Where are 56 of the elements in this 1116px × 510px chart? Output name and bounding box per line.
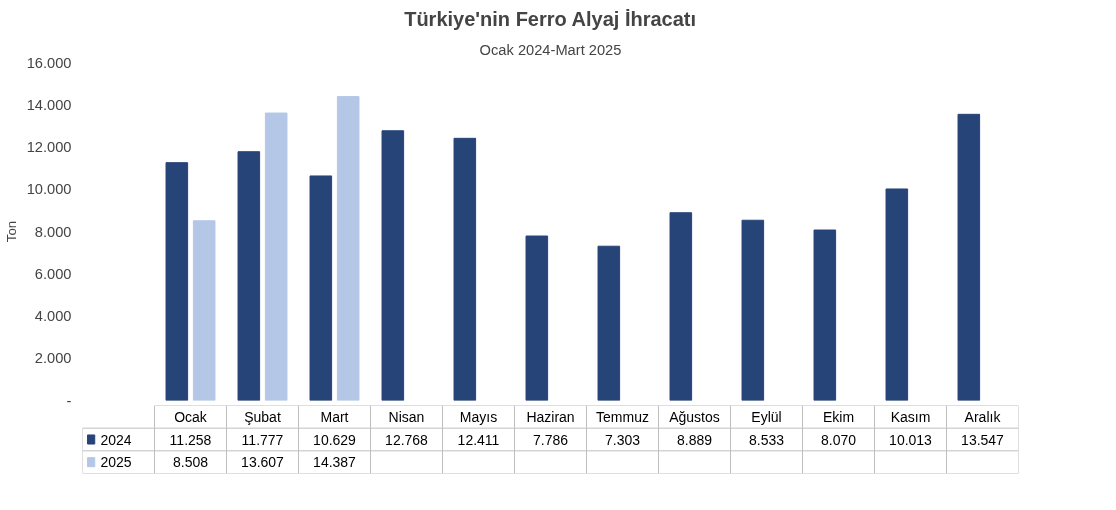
data-label: 8.508 bbox=[172, 454, 209, 471]
bar bbox=[957, 113, 981, 401]
bar bbox=[264, 112, 288, 401]
x-tick-label: Kasım bbox=[890, 408, 931, 425]
legend-label: 2025 bbox=[100, 454, 132, 471]
y-tick-label: 10.000 bbox=[26, 181, 72, 198]
x-tick-label: Şubat bbox=[244, 408, 281, 425]
bar bbox=[336, 96, 360, 401]
bar bbox=[813, 229, 837, 401]
data-label: 8.889 bbox=[676, 431, 713, 448]
legend-label: 2024 bbox=[100, 431, 132, 448]
data-label: 10.629 bbox=[313, 431, 357, 448]
y-tick-label: 8.000 bbox=[34, 223, 72, 240]
y-tick-label: 12.000 bbox=[26, 139, 72, 155]
data-label: 7.786 bbox=[532, 431, 569, 448]
bar bbox=[165, 162, 189, 401]
bar bbox=[453, 137, 477, 401]
x-tick-label: Eylül bbox=[751, 408, 782, 425]
x-tick-label: Mart bbox=[320, 408, 349, 425]
data-label: 8.533 bbox=[748, 431, 785, 448]
bar bbox=[381, 130, 405, 401]
data-label: 11.777 bbox=[241, 431, 284, 448]
data-label: 13.607 bbox=[241, 454, 285, 471]
chart-title: Türkiye'nin Ferro Alyaj İhracatı bbox=[404, 7, 697, 30]
bar bbox=[597, 245, 621, 401]
data-label: 10.013 bbox=[889, 431, 933, 448]
chart-subtitle: Ocak 2024-Mart 2025 bbox=[479, 41, 622, 58]
data-label: 7.303 bbox=[604, 431, 641, 448]
data-label: 11.258 bbox=[169, 431, 212, 448]
x-tick-label: Mayıs bbox=[459, 408, 498, 425]
data-label: 12.411 bbox=[457, 431, 500, 448]
bar bbox=[309, 175, 333, 401]
data-label: 13.547 bbox=[961, 431, 1005, 448]
y-tick-label: 2.000 bbox=[34, 350, 72, 367]
data-label: 12.768 bbox=[385, 431, 429, 448]
y-tick-label: 14.000 bbox=[26, 96, 72, 113]
bar bbox=[885, 188, 909, 401]
y-axis-title: Ton bbox=[3, 220, 19, 243]
x-tick-label: Haziran bbox=[526, 408, 575, 425]
bar bbox=[237, 151, 261, 401]
x-tick-label: Temmuz bbox=[596, 408, 649, 425]
bar bbox=[669, 212, 693, 401]
x-tick-label: Nisan bbox=[388, 408, 425, 425]
x-tick-label: Aralık bbox=[964, 408, 1002, 425]
y-tick-label: 4.000 bbox=[34, 308, 72, 324]
y-tick-label: 6.000 bbox=[34, 265, 72, 282]
y-tick-label: - bbox=[66, 392, 72, 409]
x-tick-label: Ocak bbox=[174, 408, 208, 425]
x-tick-label: Ekim bbox=[822, 408, 855, 425]
data-label: 8.070 bbox=[820, 431, 857, 448]
bar bbox=[525, 235, 549, 401]
data-label: 14.387 bbox=[313, 454, 357, 471]
bar bbox=[741, 219, 765, 401]
y-tick-label: 16.000 bbox=[26, 54, 72, 71]
bar bbox=[192, 220, 216, 401]
x-tick-label: Ağustos bbox=[669, 408, 720, 425]
